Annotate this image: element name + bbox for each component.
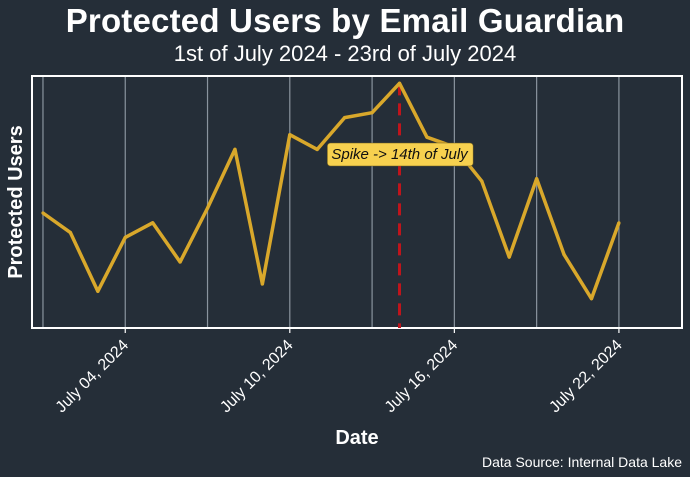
data-point (343, 115, 347, 120)
data-point (233, 147, 237, 151)
x-tick-label: July 04, 2024 (53, 337, 132, 416)
data-point (288, 133, 292, 137)
data-point (123, 235, 127, 240)
data-point (178, 260, 182, 264)
data-point (535, 177, 539, 181)
data-point (41, 211, 45, 215)
x-tick-label: July 22, 2024 (546, 337, 625, 416)
x-tick-label: July 16, 2024 (382, 337, 461, 416)
y-axis-label: Protected Users (5, 125, 27, 278)
data-point (68, 230, 72, 235)
x-tick-label: July 10, 2024 (217, 337, 296, 416)
data-point (425, 135, 429, 139)
annotation-box (327, 142, 474, 167)
series-points (41, 81, 621, 301)
data-point (617, 221, 621, 225)
data-point (480, 179, 484, 183)
data-point (315, 147, 319, 151)
data-source-note: Data Source: Internal Data Lake (481, 454, 682, 470)
chart-title: Protected Users by Email Guardian (65, 2, 625, 39)
spike-annotation: Spike -> 14th of July (327, 142, 474, 167)
chart-subtitle: 1st of July 2024 - 23rd of July 2024 (173, 41, 517, 66)
x-axis-ticks: July 04, 2024 July 10, 2024 July 16, 2024 J… (53, 328, 626, 416)
data-point (151, 221, 155, 225)
data-point (397, 81, 402, 85)
series-line (41, 81, 621, 301)
data-point (370, 111, 374, 115)
data-point (205, 206, 210, 210)
data-point (589, 297, 594, 301)
data-point (507, 255, 511, 259)
x-axis-label: Date (335, 427, 378, 449)
data-point (260, 282, 264, 286)
annotation-label: Spike -> 14th of July (331, 146, 469, 163)
vertical-grid (42, 76, 620, 328)
data-point (96, 289, 100, 293)
plot-frame (31, 75, 683, 329)
data-point (562, 253, 566, 257)
